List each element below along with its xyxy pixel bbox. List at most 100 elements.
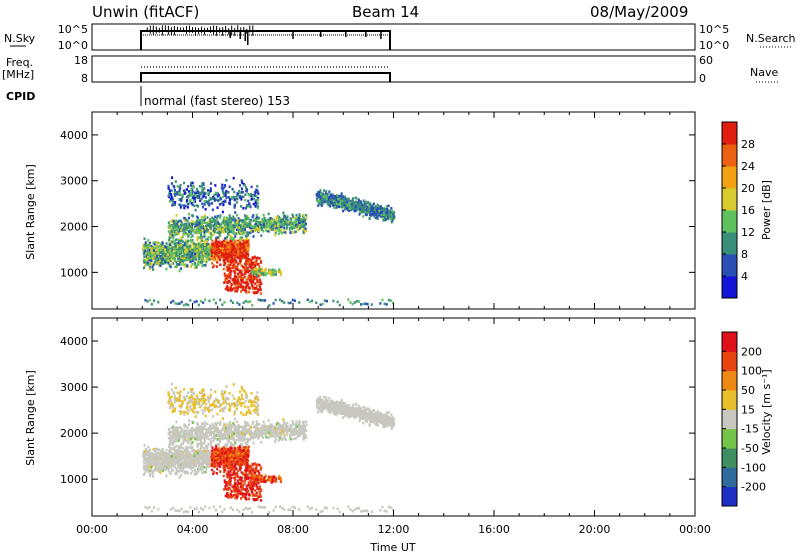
power-cell bbox=[195, 209, 197, 212]
power-cell bbox=[236, 221, 238, 224]
power-cell bbox=[175, 221, 177, 224]
power-cell bbox=[252, 287, 254, 290]
power-cell bbox=[258, 265, 260, 268]
velocity-cell bbox=[157, 470, 159, 473]
power-cell bbox=[170, 198, 172, 201]
power-cell bbox=[305, 227, 307, 230]
power-cell bbox=[201, 265, 203, 268]
power-cell bbox=[250, 225, 252, 228]
power-cell bbox=[191, 243, 193, 246]
power-cell bbox=[203, 231, 205, 234]
power-cell bbox=[152, 268, 154, 271]
power-cell bbox=[180, 236, 182, 239]
power-cell bbox=[221, 303, 223, 306]
power-cell bbox=[257, 192, 259, 195]
power-cell bbox=[194, 231, 196, 234]
power-cell bbox=[227, 255, 229, 258]
power-cell bbox=[285, 217, 287, 220]
power-cell bbox=[332, 204, 334, 207]
velocity-cell bbox=[281, 507, 283, 510]
power-cell bbox=[159, 264, 161, 267]
velocity-cell bbox=[275, 506, 277, 509]
power-cell bbox=[227, 227, 229, 230]
power-cell bbox=[220, 197, 222, 200]
power-cell bbox=[343, 199, 345, 202]
power-cell bbox=[171, 230, 173, 233]
power-cell bbox=[269, 271, 271, 274]
power-cell bbox=[381, 299, 383, 302]
power-cell bbox=[241, 246, 243, 249]
power-cell bbox=[339, 304, 341, 307]
power-cell bbox=[234, 199, 236, 202]
power-cell bbox=[155, 241, 157, 244]
power-cell bbox=[196, 224, 198, 227]
velocity-cell bbox=[215, 509, 217, 512]
colorbar-tick-label: 12 bbox=[741, 226, 755, 239]
power-cell bbox=[216, 258, 218, 261]
power-cell bbox=[155, 252, 157, 255]
power-cell bbox=[217, 206, 219, 209]
velocity-cell bbox=[236, 509, 238, 512]
cpid-text: normal (fast stereo) 153 bbox=[144, 94, 290, 108]
power-cell bbox=[236, 254, 238, 257]
nsky-trace bbox=[141, 31, 390, 50]
power-cell bbox=[365, 201, 367, 204]
velocity-cell bbox=[149, 474, 151, 477]
velocity-cell bbox=[147, 507, 149, 510]
power-cell bbox=[167, 185, 169, 188]
power-cell bbox=[216, 261, 218, 264]
power-cell bbox=[191, 263, 193, 266]
power-cell bbox=[263, 217, 265, 220]
power-cell bbox=[219, 263, 221, 266]
power-cell bbox=[247, 248, 249, 251]
power-cell bbox=[236, 302, 238, 305]
power-cell bbox=[356, 300, 358, 303]
power-cell bbox=[260, 299, 262, 302]
power-cell bbox=[187, 195, 189, 198]
power-cell bbox=[252, 226, 254, 229]
power-cell bbox=[317, 204, 319, 207]
power-cell bbox=[237, 283, 239, 286]
velocity-cell bbox=[166, 449, 168, 452]
power-cell bbox=[322, 196, 324, 199]
y-tick-label: 4000 bbox=[60, 129, 88, 142]
power-cell bbox=[229, 255, 231, 258]
power-cell bbox=[319, 189, 321, 192]
power-cell bbox=[181, 197, 183, 200]
power-cell bbox=[189, 225, 191, 228]
power-cell bbox=[373, 203, 375, 206]
power-cell bbox=[190, 256, 192, 259]
power-cell bbox=[253, 198, 255, 201]
power-cell bbox=[171, 262, 173, 265]
power-cell bbox=[281, 300, 283, 303]
power-cell bbox=[325, 195, 327, 198]
power-cell bbox=[234, 222, 236, 225]
freq-trace bbox=[141, 73, 390, 82]
power-cell bbox=[188, 256, 190, 259]
power-cell bbox=[252, 277, 254, 280]
power-cell bbox=[169, 190, 171, 193]
power-cell bbox=[164, 260, 166, 263]
power-cell bbox=[257, 190, 259, 193]
power-cell bbox=[263, 214, 265, 217]
nsky-left-tick-low: 10^0 bbox=[58, 39, 88, 52]
power-cell bbox=[252, 195, 254, 198]
power-cell bbox=[232, 238, 234, 241]
colorbar-tick-label: 20 bbox=[741, 182, 755, 195]
velocity-cell bbox=[279, 505, 281, 508]
power-cell bbox=[146, 258, 148, 261]
power-cell bbox=[187, 206, 189, 209]
velocity-cell bbox=[260, 506, 262, 509]
power-cell bbox=[253, 268, 255, 271]
power-cell bbox=[208, 300, 210, 303]
power-cell bbox=[268, 304, 270, 307]
power-cell bbox=[328, 191, 330, 194]
power-cell bbox=[265, 224, 267, 227]
power-cell bbox=[234, 272, 236, 275]
power-cell bbox=[279, 222, 281, 225]
power-cell bbox=[176, 266, 178, 269]
power-cell bbox=[148, 257, 150, 260]
power-cell bbox=[297, 227, 299, 230]
power-cell bbox=[222, 204, 224, 207]
power-cell bbox=[153, 249, 155, 252]
